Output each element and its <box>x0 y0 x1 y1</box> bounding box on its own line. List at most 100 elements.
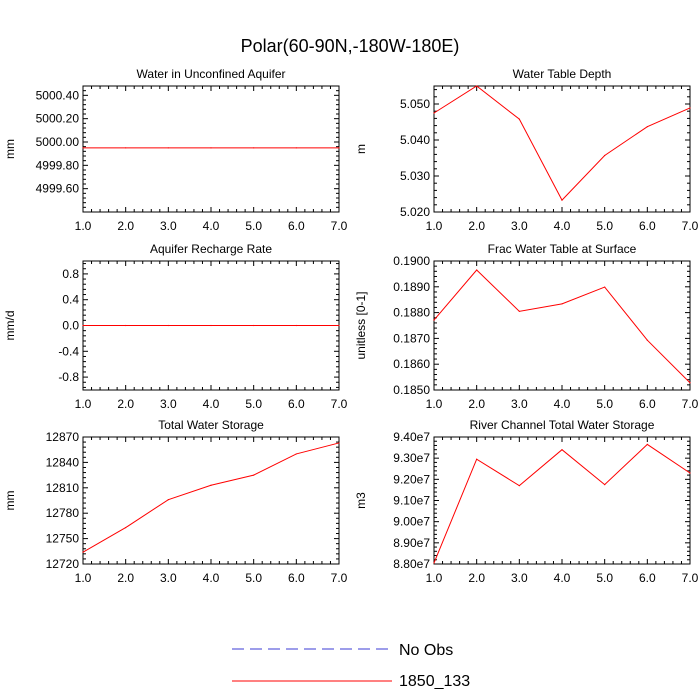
x-tick-label: 6.0 <box>639 397 656 411</box>
x-tick-label: 6.0 <box>639 571 656 585</box>
x-tick-label: 5.0 <box>245 219 262 233</box>
figure-title: Polar(60-90N,-180W-180E) <box>241 36 460 56</box>
panel-title: Frac Water Table at Surface <box>488 242 637 256</box>
plot-frame <box>82 85 340 213</box>
x-tick-label: 5.0 <box>245 571 262 585</box>
y-tick-label: 0.1900 <box>393 254 430 268</box>
data-point <box>125 324 127 327</box>
x-tick-label: 2.0 <box>468 219 485 233</box>
y-tick-label: 12810 <box>46 481 80 495</box>
y-tick-label: 4999.60 <box>36 182 80 196</box>
data-point <box>518 485 520 487</box>
data-point <box>125 147 127 149</box>
data-point <box>433 319 435 321</box>
x-tick-label: 6.0 <box>288 397 305 411</box>
y-tick-label: 5.030 <box>400 169 430 183</box>
data-point <box>561 449 563 451</box>
y-tick-label: 0.4 <box>62 293 79 307</box>
x-tick-label: 7.0 <box>331 219 348 233</box>
x-tick-label: 3.0 <box>160 219 177 233</box>
y-tick-label: 12750 <box>46 532 80 546</box>
data-point <box>125 526 127 529</box>
y-tick-label: 9.20e7 <box>393 472 430 486</box>
y-axis-label: mm <box>3 491 17 511</box>
y-tick-label: -0.4 <box>58 344 79 358</box>
y-axis-label: unitless [0-1] <box>354 291 368 359</box>
data-point <box>295 324 297 327</box>
y-tick-label: 0.1860 <box>393 357 430 371</box>
data-point <box>604 154 606 157</box>
x-tick-label: 5.0 <box>596 571 613 585</box>
y-tick-label: 0.1870 <box>393 331 430 345</box>
data-point <box>433 562 435 564</box>
x-tick-label: 4.0 <box>554 571 571 585</box>
y-tick-label: 0.0 <box>62 319 79 333</box>
legend: No Obs 1850_133 <box>232 642 470 690</box>
y-tick-label: 5.020 <box>400 205 430 219</box>
plot-frame <box>82 436 340 565</box>
y-axis-label: m3 <box>354 492 368 509</box>
panel-title: Water Table Depth <box>513 67 612 81</box>
data-point <box>295 453 297 455</box>
x-tick-label: 2.0 <box>468 397 485 411</box>
x-tick-label: 3.0 <box>160 571 177 585</box>
x-tick-label: 1.0 <box>75 571 92 585</box>
data-point <box>646 126 648 128</box>
data-point <box>689 472 691 474</box>
x-tick-label: 7.0 <box>331 571 348 585</box>
data-point <box>646 339 648 341</box>
x-tick-label: 2.0 <box>117 397 134 411</box>
x-tick-label: 4.0 <box>203 219 220 233</box>
y-axis-label: mm <box>3 139 17 159</box>
x-tick-label: 1.0 <box>75 219 92 233</box>
x-tick-label: 2.0 <box>468 571 485 585</box>
data-point <box>338 147 340 149</box>
chart-panel-4: Frac Water Table at Surface 1.0 2.0 3.0 4.0 5… <box>354 242 699 411</box>
x-tick-label: 7.0 <box>682 219 699 233</box>
chart-panel-2: Water Table Depth 1.0 2.0 3.0 4.0 5.0 6.0 7.0 5.… <box>354 67 699 233</box>
y-axis-label: mm/d <box>3 311 17 341</box>
data-point <box>167 147 169 149</box>
x-tick-label: 5.0 <box>245 397 262 411</box>
x-tick-label: 2.0 <box>117 219 134 233</box>
legend-label-1850-133: 1850_133 <box>399 673 470 690</box>
data-point <box>82 147 84 149</box>
data-point <box>167 499 169 501</box>
data-point <box>476 269 478 271</box>
data-point <box>689 382 691 384</box>
x-tick-label: 6.0 <box>639 219 656 233</box>
y-tick-label: 5000.00 <box>36 135 80 149</box>
x-tick-label: 4.0 <box>203 397 220 411</box>
data-point <box>338 324 340 327</box>
x-tick-label: 5.0 <box>596 219 613 233</box>
y-tick-label: 0.1890 <box>393 280 430 294</box>
data-point <box>689 107 691 109</box>
x-tick-label: 3.0 <box>511 397 528 411</box>
x-tick-label: 4.0 <box>203 571 220 585</box>
x-tick-label: 7.0 <box>682 397 699 411</box>
chart-panel-1: Water in Unconfined Aquifer 1.0 2.0 3.0 4.0 5… <box>3 67 348 233</box>
data-point <box>604 286 606 288</box>
data-point <box>338 442 340 444</box>
x-tick-label: 3.0 <box>511 571 528 585</box>
series-line-1850-133 <box>433 85 691 201</box>
x-tick-label: 3.0 <box>160 397 177 411</box>
x-tick-label: 2.0 <box>117 571 134 585</box>
x-tick-label: 3.0 <box>511 219 528 233</box>
panel-title: Water in Unconfined Aquifer <box>137 67 286 81</box>
data-point <box>561 199 563 201</box>
y-tick-label: 12720 <box>46 557 80 571</box>
y-tick-label: 5000.20 <box>36 112 80 126</box>
plot-frame <box>433 260 691 391</box>
data-point <box>253 474 255 476</box>
data-point <box>253 324 255 327</box>
series-line-1850-133 <box>433 269 691 384</box>
series-line-1850-133 <box>82 442 340 553</box>
y-tick-label: 8.80e7 <box>393 557 430 571</box>
y-tick-label: 12870 <box>46 430 80 444</box>
x-tick-label: 1.0 <box>426 397 443 411</box>
chart-panel-5: Total Water Storage 1.0 2.0 3.0 4.0 5.0 6.0 7.0… <box>3 418 348 585</box>
plot-frame <box>433 436 691 565</box>
data-point <box>476 458 478 460</box>
